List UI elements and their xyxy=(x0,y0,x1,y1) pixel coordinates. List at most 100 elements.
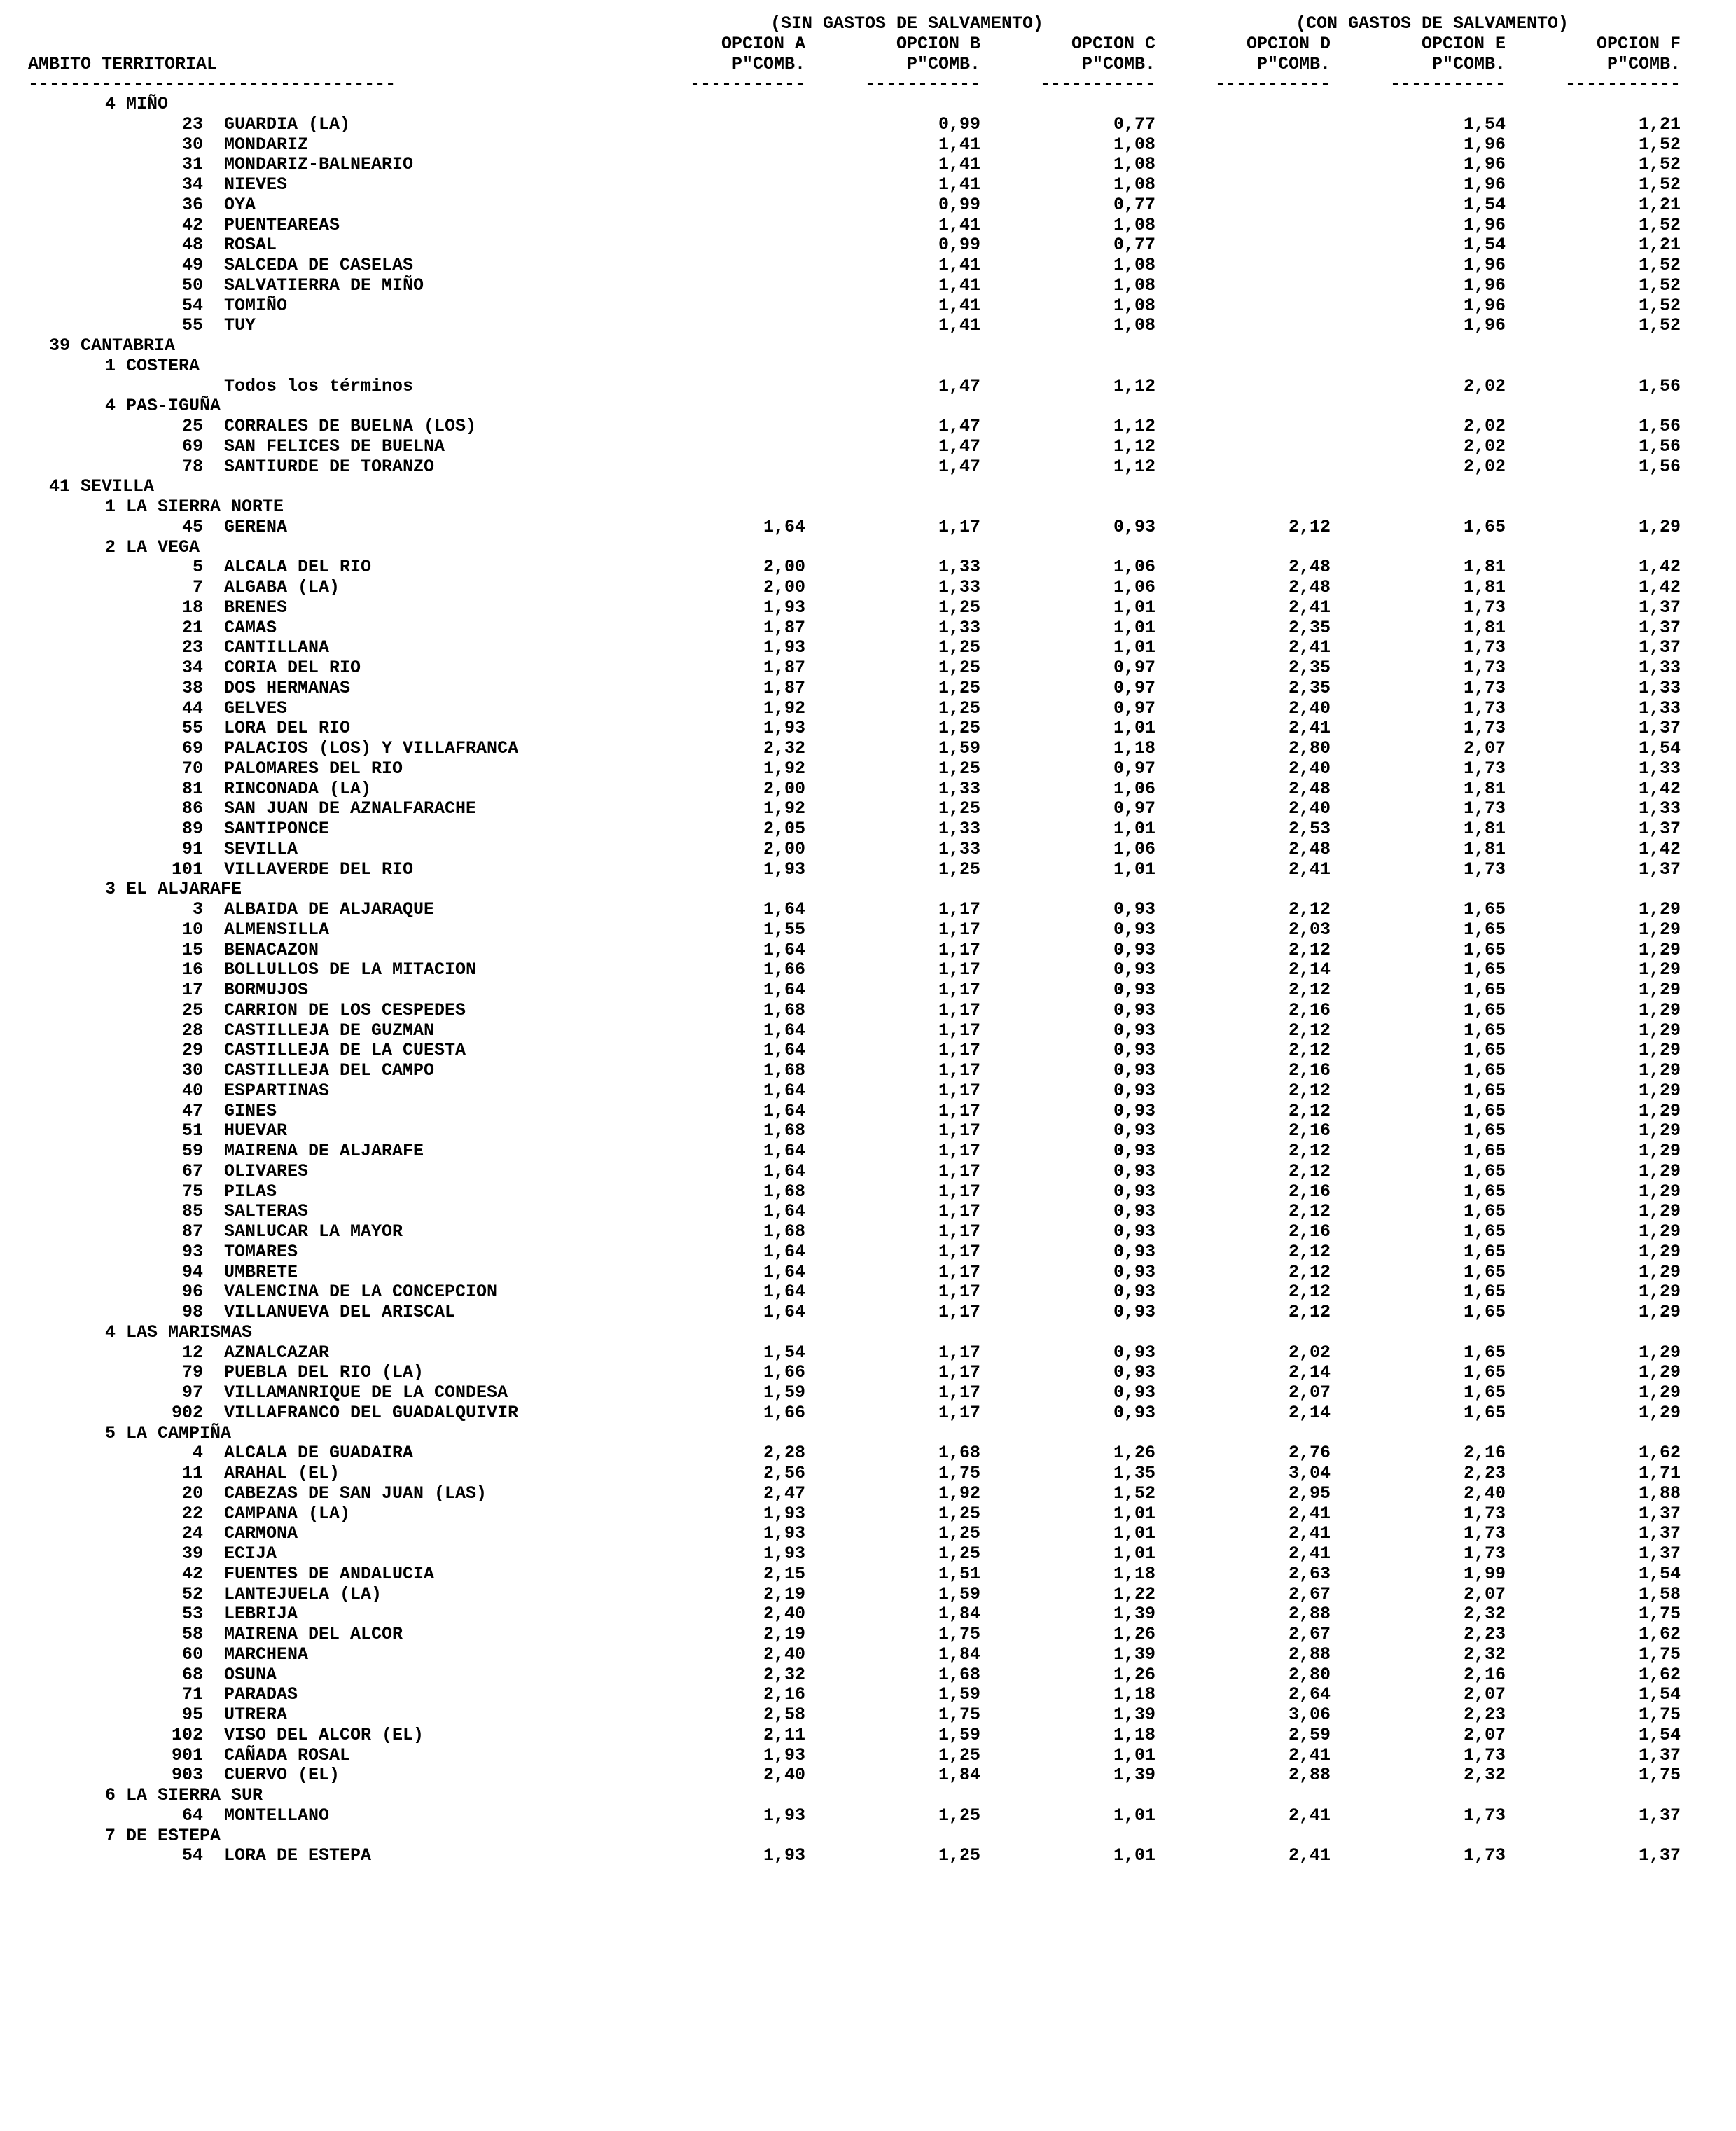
muni-name: SAN JUAN DE AZNALFARACHE xyxy=(224,799,644,819)
table-row: 902VILLAFRANCO DEL GUADALQUIVIR1,661,170… xyxy=(28,1403,1708,1424)
value-c: 0,93 xyxy=(994,1242,1169,1263)
value-d xyxy=(1169,175,1345,195)
value-b: 1,59 xyxy=(819,739,994,759)
value-b: 1,75 xyxy=(819,1625,994,1645)
value-c: 1,01 xyxy=(994,1806,1169,1826)
muni-code: 64 xyxy=(28,1806,224,1826)
value-c: 1,06 xyxy=(994,840,1169,860)
value-d: 2,12 xyxy=(1169,1202,1345,1222)
value-e: 1,73 xyxy=(1345,1544,1520,1564)
value-e: 2,32 xyxy=(1345,1645,1520,1665)
table-row: 96VALENCINA DE LA CONCEPCION1,641,170,93… xyxy=(28,1282,1708,1303)
value-c: 1,12 xyxy=(994,417,1169,437)
muni-code: 34 xyxy=(28,175,224,195)
value-b: 1,17 xyxy=(819,1263,994,1283)
value-e: 1,65 xyxy=(1345,1343,1520,1363)
value-d xyxy=(1169,276,1345,296)
muni-code: 86 xyxy=(28,799,224,819)
value-a: 1,64 xyxy=(644,1282,819,1303)
value-f: 1,52 xyxy=(1520,216,1695,236)
value-d xyxy=(1169,296,1345,317)
value-e: 1,65 xyxy=(1345,1303,1520,1323)
value-c: 0,93 xyxy=(994,1102,1169,1122)
header-pcomb-B: P"COMB. xyxy=(819,55,994,75)
value-e: 1,96 xyxy=(1345,316,1520,336)
comarca: 1 LA SIERRA NORTE xyxy=(28,497,1708,518)
value-b: 1,17 xyxy=(819,980,994,1001)
table-row: 67OLIVARES1,641,170,932,121,651,29 xyxy=(28,1162,1708,1182)
muni-name: PUENTEAREAS xyxy=(224,216,644,236)
muni-code: 50 xyxy=(28,276,224,296)
table-row: 34NIEVES1,411,081,961,52 xyxy=(28,175,1708,195)
value-b: 1,17 xyxy=(819,1403,994,1424)
muni-name: SALTERAS xyxy=(224,1202,644,1222)
muni-name: GUARDIA (LA) xyxy=(224,115,644,135)
header-pcomb-E: P"COMB. xyxy=(1345,55,1520,75)
muni-code: 901 xyxy=(28,1746,224,1766)
muni-code: 81 xyxy=(28,779,224,800)
value-f: 1,62 xyxy=(1520,1665,1695,1686)
value-f: 1,33 xyxy=(1520,679,1695,699)
value-a: 1,64 xyxy=(644,1303,819,1323)
table-row: 29CASTILLEJA DE LA CUESTA1,641,170,932,1… xyxy=(28,1041,1708,1061)
value-a xyxy=(644,175,819,195)
muni-code: 102 xyxy=(28,1726,224,1746)
value-a xyxy=(644,155,819,175)
muni-name: SAN FELICES DE BUELNA xyxy=(224,437,644,457)
muni-name: CAÑADA ROSAL xyxy=(224,1746,644,1766)
value-d: 2,12 xyxy=(1169,518,1345,538)
value-f: 1,29 xyxy=(1520,940,1695,961)
value-a: 2,15 xyxy=(644,1564,819,1585)
value-d: 2,41 xyxy=(1169,719,1345,739)
value-e: 1,65 xyxy=(1345,1282,1520,1303)
muni-name: LEBRIJA xyxy=(224,1604,644,1625)
value-e: 1,73 xyxy=(1345,679,1520,699)
muni-code: 87 xyxy=(28,1222,224,1242)
header-con: (CON GASTOS DE SALVAMENTO) xyxy=(1169,14,1695,34)
muni-code: 39 xyxy=(28,1544,224,1564)
muni-name: CASTILLEJA DE GUZMAN xyxy=(224,1021,644,1041)
value-c: 1,08 xyxy=(994,316,1169,336)
value-a: 1,93 xyxy=(644,1746,819,1766)
value-d: 2,12 xyxy=(1169,980,1345,1001)
value-f: 1,29 xyxy=(1520,1041,1695,1061)
value-b: 1,17 xyxy=(819,1001,994,1021)
muni-name: CORRALES DE BUELNA (LOS) xyxy=(224,417,644,437)
value-f: 1,37 xyxy=(1520,638,1695,658)
muni-code: 25 xyxy=(28,1001,224,1021)
value-c: 0,77 xyxy=(994,195,1169,216)
value-a: 1,59 xyxy=(644,1383,819,1403)
muni-name: CASTILLEJA DE LA CUESTA xyxy=(224,1041,644,1061)
value-b: 1,68 xyxy=(819,1443,994,1464)
header-groups: (SIN GASTOS DE SALVAMENTO)(CON GASTOS DE… xyxy=(28,14,1708,34)
value-c: 1,08 xyxy=(994,135,1169,155)
value-a: 2,40 xyxy=(644,1645,819,1665)
muni-name: CORIA DEL RIO xyxy=(224,658,644,679)
table-row: 5ALCALA DEL RIO2,001,331,062,481,811,42 xyxy=(28,557,1708,578)
value-c: 1,12 xyxy=(994,457,1169,478)
value-d: 2,41 xyxy=(1169,1746,1345,1766)
value-f: 1,42 xyxy=(1520,557,1695,578)
comarca: 4 LAS MARISMAS xyxy=(28,1323,1708,1343)
value-d: 2,59 xyxy=(1169,1726,1345,1746)
value-e: 1,65 xyxy=(1345,900,1520,920)
value-f: 1,29 xyxy=(1520,1222,1695,1242)
value-a xyxy=(644,457,819,478)
muni-name: SANTIPONCE xyxy=(224,819,644,840)
value-f: 1,62 xyxy=(1520,1625,1695,1645)
comarca: 4 MIÑO xyxy=(28,95,1708,115)
value-d: 2,41 xyxy=(1169,1524,1345,1544)
muni-code: 69 xyxy=(28,437,224,457)
muni-name: ALCALA DEL RIO xyxy=(224,557,644,578)
header-pcomb-F: P"COMB. xyxy=(1520,55,1695,75)
value-d: 2,12 xyxy=(1169,1162,1345,1182)
value-f: 1,52 xyxy=(1520,135,1695,155)
muni-name: RINCONADA (LA) xyxy=(224,779,644,800)
value-c: 1,39 xyxy=(994,1765,1169,1786)
value-f: 1,29 xyxy=(1520,1282,1695,1303)
value-c: 1,39 xyxy=(994,1604,1169,1625)
muni-code: 17 xyxy=(28,980,224,1001)
value-e: 1,81 xyxy=(1345,779,1520,800)
muni-name: CAMAS xyxy=(224,618,644,639)
value-a: 1,66 xyxy=(644,1403,819,1424)
